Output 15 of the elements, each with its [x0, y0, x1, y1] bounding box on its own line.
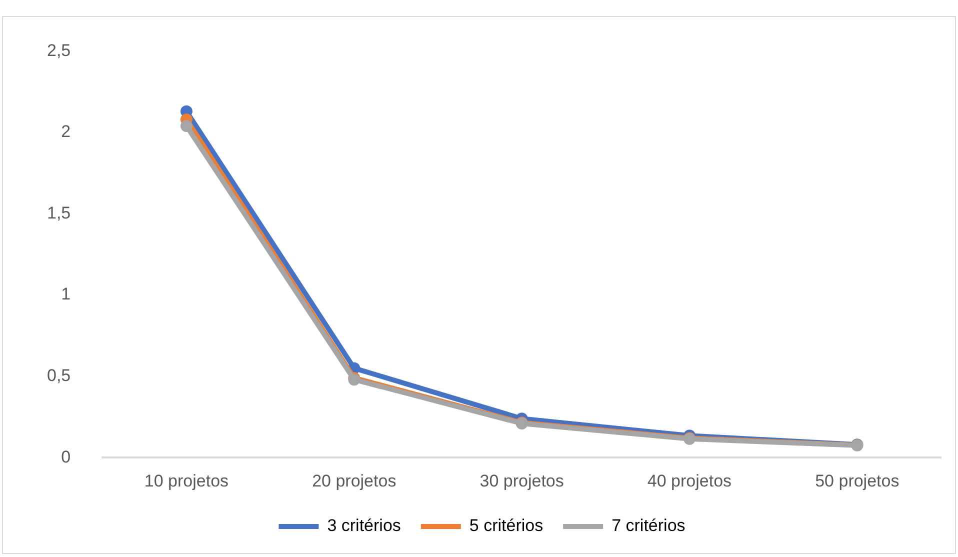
y-tick-label: 2 [61, 122, 71, 142]
y-tick-label: 0 [61, 447, 71, 466]
point [180, 120, 192, 132]
y-tick-label: 1,5 [46, 203, 71, 222]
legend-label: 3 critérios [327, 516, 401, 536]
x-tick-label: 50 projetos [815, 471, 900, 490]
legend-label: 7 critérios [612, 516, 686, 536]
x-tick-label: 30 projetos [480, 471, 564, 490]
legend-label: 5 critérios [469, 516, 544, 536]
x-tick-label: 40 projetos [647, 471, 732, 490]
x-tick-label: 10 projetos [144, 471, 229, 490]
x-tick-label: 20 projetos [312, 471, 396, 490]
y-tick-label: 2,5 [46, 40, 71, 60]
y-tick-label: 0,5 [46, 366, 71, 386]
y-tick-label: 1 [61, 284, 71, 304]
